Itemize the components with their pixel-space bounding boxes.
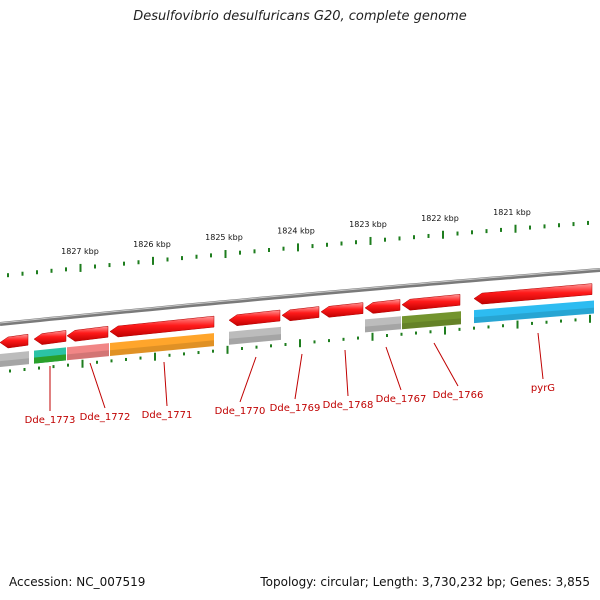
gene-label: pyrG <box>531 383 555 394</box>
cog-block <box>474 300 594 324</box>
leader-line <box>89 362 106 409</box>
gene-label: Dde_1766 <box>433 390 484 401</box>
kbp-label: 1825 kbp <box>205 233 243 242</box>
genome-summary-text: Topology: circular; Length: 3,730,232 bp… <box>260 575 590 589</box>
cog-block-shade <box>365 323 401 333</box>
gene-label: Dde_1768 <box>323 400 374 411</box>
gene-track <box>0 283 593 349</box>
cog-block-green <box>34 354 66 364</box>
kbp-label: 1826 kbp <box>133 240 171 249</box>
gene-arrow <box>364 299 401 314</box>
gene-labels: Dde_1773 Dde_1772 Dde_1771 Dde_1770 Dde_1769… <box>25 332 555 426</box>
cog-block <box>402 311 461 330</box>
cog-block <box>365 316 401 333</box>
gene-label: Dde_1772 <box>80 412 131 423</box>
map-title: Desulfovibrio desulfuricans G20, complet… <box>133 9 467 24</box>
cog-block-shade <box>67 350 109 361</box>
gene-label: Dde_1773 <box>25 415 76 426</box>
kbp-label: 1824 kbp <box>277 227 315 236</box>
accession-text: Accession: NC_007519 <box>9 575 146 589</box>
cog-block-shade <box>474 307 594 324</box>
gene-label: Dde_1767 <box>376 394 427 405</box>
cog-block-shade <box>229 334 281 345</box>
gene-arrow <box>281 306 320 322</box>
kbp-label: 1821 kbp <box>493 208 531 217</box>
gene-label: Dde_1771 <box>142 410 193 421</box>
leader-line <box>294 353 303 400</box>
cog-block <box>229 326 281 345</box>
kbp-label: 1822 kbp <box>421 214 459 223</box>
gene-arrow <box>109 315 215 338</box>
cog-block <box>110 333 214 356</box>
cog-track <box>0 300 594 367</box>
gene-arrow <box>473 283 593 305</box>
gene-label: Dde_1769 <box>270 403 321 414</box>
leader-line <box>239 356 257 403</box>
gene-arrow <box>401 294 461 311</box>
cog-block-shade <box>110 340 214 356</box>
kbp-label: 1823 kbp <box>349 220 387 229</box>
cog-block-shade <box>0 358 29 367</box>
leader-line <box>163 361 168 407</box>
gene-arrow <box>66 325 109 342</box>
cog-block-shade <box>402 318 461 330</box>
kbp-label: 1827 kbp <box>61 247 99 256</box>
inner-tick-ring <box>9 314 591 373</box>
kbp-ruler: 1827 kbp 1826 kbp 1825 kbp 1824 kbp 1823 kbp… <box>7 208 589 278</box>
gene-arrow <box>0 333 29 349</box>
backbone-highlight <box>0 268 600 324</box>
genome-backbone <box>0 268 600 326</box>
leader-line <box>385 346 402 391</box>
leader-line <box>344 349 349 397</box>
cog-block <box>67 343 109 361</box>
gene-arrow <box>33 330 67 345</box>
cog-block <box>0 351 29 367</box>
gene-label: Dde_1770 <box>215 406 266 417</box>
gene-arrow <box>228 309 281 326</box>
gene-arrow <box>320 302 364 318</box>
leader-line <box>433 342 459 387</box>
backbone-line <box>0 268 600 326</box>
leader-line <box>537 332 544 380</box>
